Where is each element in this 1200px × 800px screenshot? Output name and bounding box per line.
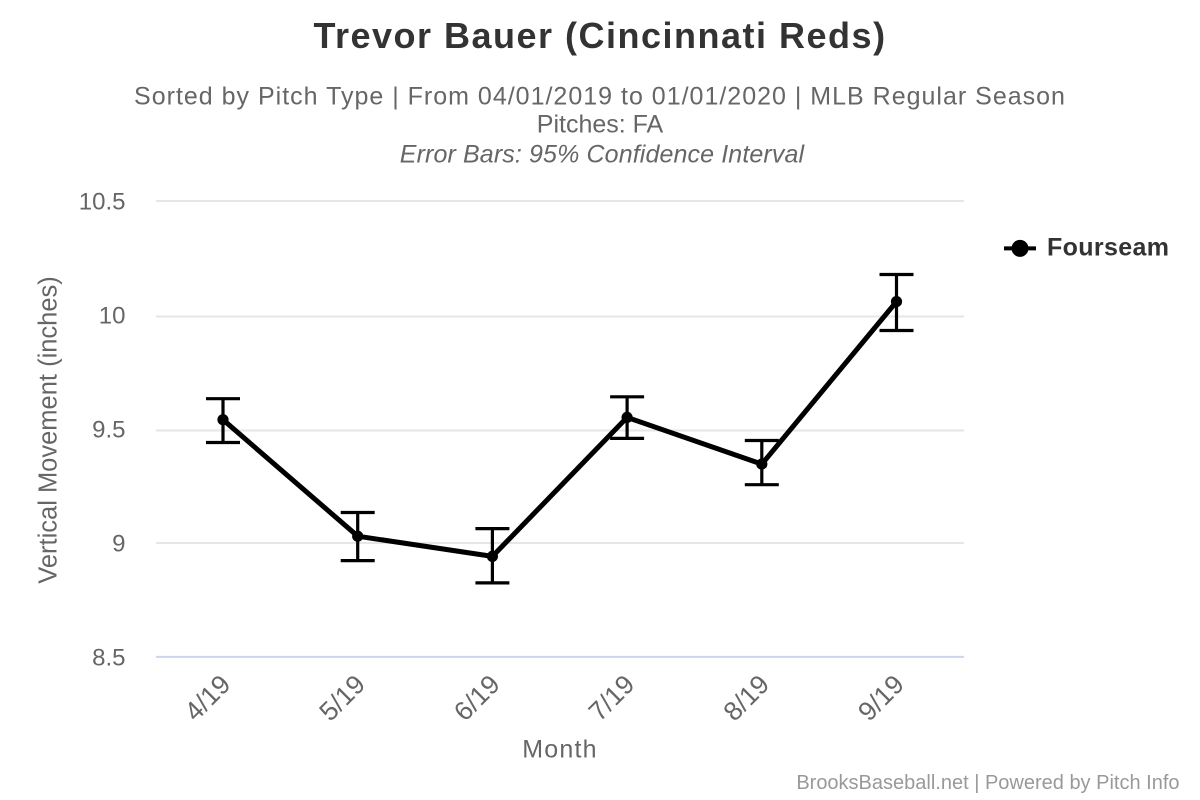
svg-text:10.5: 10.5	[79, 189, 126, 216]
svg-text:10: 10	[99, 303, 126, 330]
svg-text:Sorted by Pitch Type | From 04: Sorted by Pitch Type | From 04/01/2019 t…	[134, 82, 1066, 110]
svg-text:Month: Month	[522, 736, 597, 764]
svg-text:BrooksBaseball.net | Powered b: BrooksBaseball.net | Powered by Pitch In…	[796, 772, 1179, 794]
svg-text:Pitches: FA: Pitches: FA	[537, 111, 664, 139]
svg-text:9.5: 9.5	[92, 417, 125, 444]
svg-text:Fourseam: Fourseam	[1047, 233, 1169, 261]
svg-text:Vertical Movement (inches): Vertical Movement (inches)	[35, 276, 63, 584]
svg-text:Error Bars: 95% Confidence Int: Error Bars: 95% Confidence Interval	[400, 141, 806, 169]
svg-text:Trevor Bauer (Cincinnati Reds): Trevor Bauer (Cincinnati Reds)	[313, 15, 886, 56]
svg-text:9: 9	[112, 531, 125, 558]
svg-text:8.5: 8.5	[92, 645, 125, 672]
